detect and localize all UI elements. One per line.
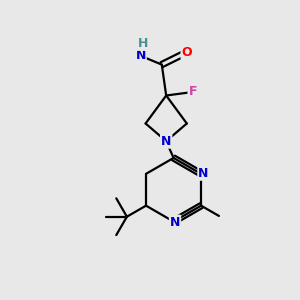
Text: N: N [170,216,180,229]
Text: H: H [138,37,148,50]
Text: N: N [198,167,208,180]
Text: F: F [188,85,197,98]
Text: N: N [161,135,171,148]
Text: N: N [135,49,146,62]
Text: O: O [182,46,192,59]
